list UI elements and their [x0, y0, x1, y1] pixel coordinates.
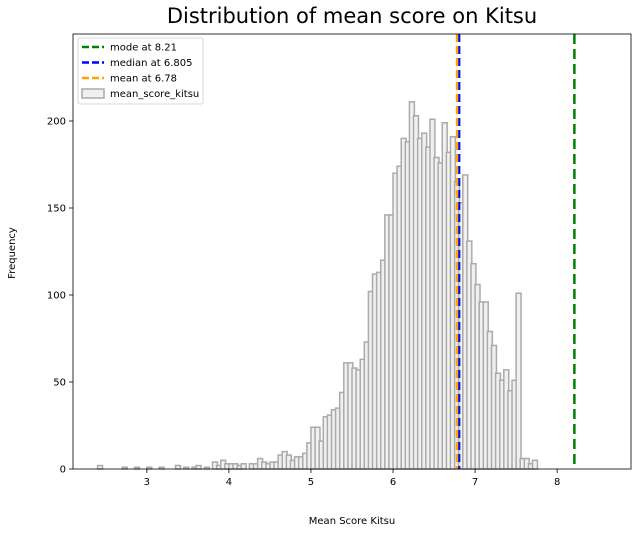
- y-tick-label: 150: [47, 204, 66, 215]
- legend-label: mean_score_kitsu: [110, 89, 199, 100]
- legend-items: mode at 8.21 median at 6.805 mean at 6.78 m…: [81, 43, 199, 100]
- x-tick-label: 3: [144, 477, 150, 488]
- x-tick-label: 4: [226, 477, 232, 488]
- x-tick-label: 8: [554, 477, 560, 488]
- histogram-bar: [195, 464, 202, 470]
- x-tick-label: 5: [308, 477, 314, 488]
- legend-box: [77, 37, 204, 105]
- y-tick-label: 0: [60, 465, 66, 476]
- legend: mode at 8.21 median at 6.805 mean at 6.78 m…: [77, 37, 204, 105]
- legend-swatch: [81, 88, 105, 99]
- x-axis-ticks: 3 4 5 6 7 8: [144, 469, 560, 488]
- x-axis-label: Mean Score Kitsu: [309, 516, 395, 527]
- legend-label: median at 6.805: [110, 58, 193, 69]
- histogram-bar: [515, 292, 522, 470]
- chart-title: Distribution of mean score on Kitsu: [167, 4, 537, 28]
- histogram-bar: [240, 463, 247, 470]
- legend-label: mode at 8.21: [110, 43, 177, 54]
- y-axis-label: Frequency: [7, 227, 18, 279]
- y-tick-label: 50: [53, 378, 66, 389]
- x-tick-label: 6: [390, 477, 396, 488]
- x-tick-label: 7: [472, 477, 478, 488]
- histogram-bar: [531, 459, 539, 470]
- histogram-bar: [96, 464, 104, 470]
- y-tick-label: 100: [47, 291, 66, 302]
- y-axis-ticks: 0 50 100 150 200: [47, 117, 73, 476]
- legend-label: mean at 6.78: [110, 74, 177, 85]
- reference-lines: [455, 34, 576, 469]
- histogram-bar: [174, 464, 182, 470]
- y-tick-label: 200: [47, 117, 66, 128]
- plot-frame: [72, 33, 632, 470]
